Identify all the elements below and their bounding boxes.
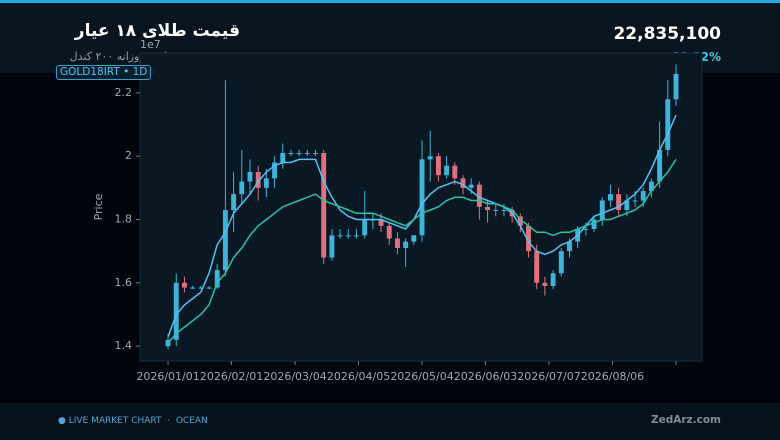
x-tick-label: 2026/08/06 — [581, 370, 644, 383]
candle-body — [567, 241, 572, 252]
candle-body — [198, 287, 204, 289]
candle-body — [558, 251, 564, 274]
candle-body — [206, 287, 212, 289]
moving-average-line — [167, 158, 677, 344]
candle-body — [190, 287, 196, 289]
x-tick-label: 2026/05/04 — [390, 370, 453, 383]
candle-body — [648, 181, 654, 192]
candle-body — [591, 219, 597, 229]
candle-body — [345, 235, 351, 237]
candle-body — [501, 210, 507, 212]
candle-body — [272, 162, 278, 179]
candle-body — [665, 99, 671, 150]
candle-body — [321, 153, 327, 258]
candle-body — [493, 210, 499, 212]
candle-body — [181, 282, 187, 288]
footer-site: ZedArz.com — [650, 414, 721, 426]
candle-body — [542, 282, 548, 286]
candle-body — [452, 165, 458, 179]
candle-body — [222, 210, 228, 271]
candle-body — [354, 235, 359, 237]
x-tick-label: 2026/01/01 — [136, 370, 199, 383]
candle-body — [362, 219, 368, 236]
candle-body — [599, 200, 605, 220]
x-tick-label: 2026/06/03 — [454, 370, 517, 383]
y-tick-label: 1.8 — [115, 213, 133, 226]
candle-body — [304, 153, 310, 155]
y-tick-label: 2 — [125, 149, 132, 162]
candle-body — [624, 200, 630, 211]
footer-theme: OCEAN — [175, 416, 208, 426]
candle-body — [534, 251, 540, 283]
candle-body — [673, 73, 679, 100]
candle-body — [435, 156, 441, 176]
moving-average-line — [167, 114, 677, 337]
candle-body — [616, 194, 622, 211]
footer-status: ● LIVE MARKET CHART · OCEAN — [58, 416, 208, 426]
footer-live: LIVE MARKET CHART — [68, 416, 162, 426]
y-tick-label: 1.6 — [115, 276, 133, 289]
x-tick-label: 2026/02/01 — [200, 370, 263, 383]
candle-body — [476, 184, 482, 207]
footer: ● LIVE MARKET CHART · OCEAN ZedArz.com — [0, 403, 780, 440]
x-tick-label: 2026/04/05 — [327, 370, 390, 383]
candle-body — [517, 216, 523, 226]
axis-offset-label: 1e7 — [140, 38, 161, 51]
candle-body — [337, 235, 343, 237]
candle-body — [632, 200, 638, 202]
candle-body — [657, 149, 663, 182]
candle-body — [403, 241, 409, 248]
candle-body — [263, 178, 269, 188]
candle-body — [386, 225, 392, 239]
candle-body — [247, 172, 253, 182]
candle-body — [419, 159, 425, 236]
candle-body — [329, 235, 335, 258]
candle-body — [394, 238, 400, 248]
candle-body — [288, 153, 294, 155]
candle-body — [427, 156, 433, 160]
candle-body — [173, 282, 179, 340]
y-tick-label: 2.2 — [115, 86, 133, 99]
x-tick-label: 2026/07/07 — [517, 370, 580, 383]
candle-body — [296, 153, 302, 155]
candle-body — [231, 194, 237, 211]
candle-body — [526, 225, 531, 252]
candle-body — [583, 229, 589, 230]
candle-body — [239, 181, 245, 195]
candle-body — [280, 153, 286, 163]
symbol-badge: GOLD18IRT • 1D — [56, 65, 152, 80]
candle-body — [607, 194, 613, 201]
candle-body — [313, 153, 318, 155]
candle-body — [378, 219, 384, 226]
candle-body — [485, 206, 491, 211]
x-tick-label: 2026/03/04 — [263, 370, 326, 383]
candle-body — [550, 273, 556, 286]
last-price: 22,835,100 — [613, 24, 721, 44]
y-tick-label: 1.4 — [115, 339, 133, 352]
candle-body — [460, 178, 466, 188]
y-axis-label: Price — [92, 193, 105, 220]
chart-title: قیمت طلای ۱۸ عیار — [74, 21, 240, 41]
candle-body — [214, 270, 220, 288]
candle-body — [468, 184, 474, 188]
candle-body — [444, 165, 450, 176]
candle-body — [255, 172, 261, 188]
candle-body — [640, 191, 646, 201]
candle-body — [411, 235, 417, 242]
